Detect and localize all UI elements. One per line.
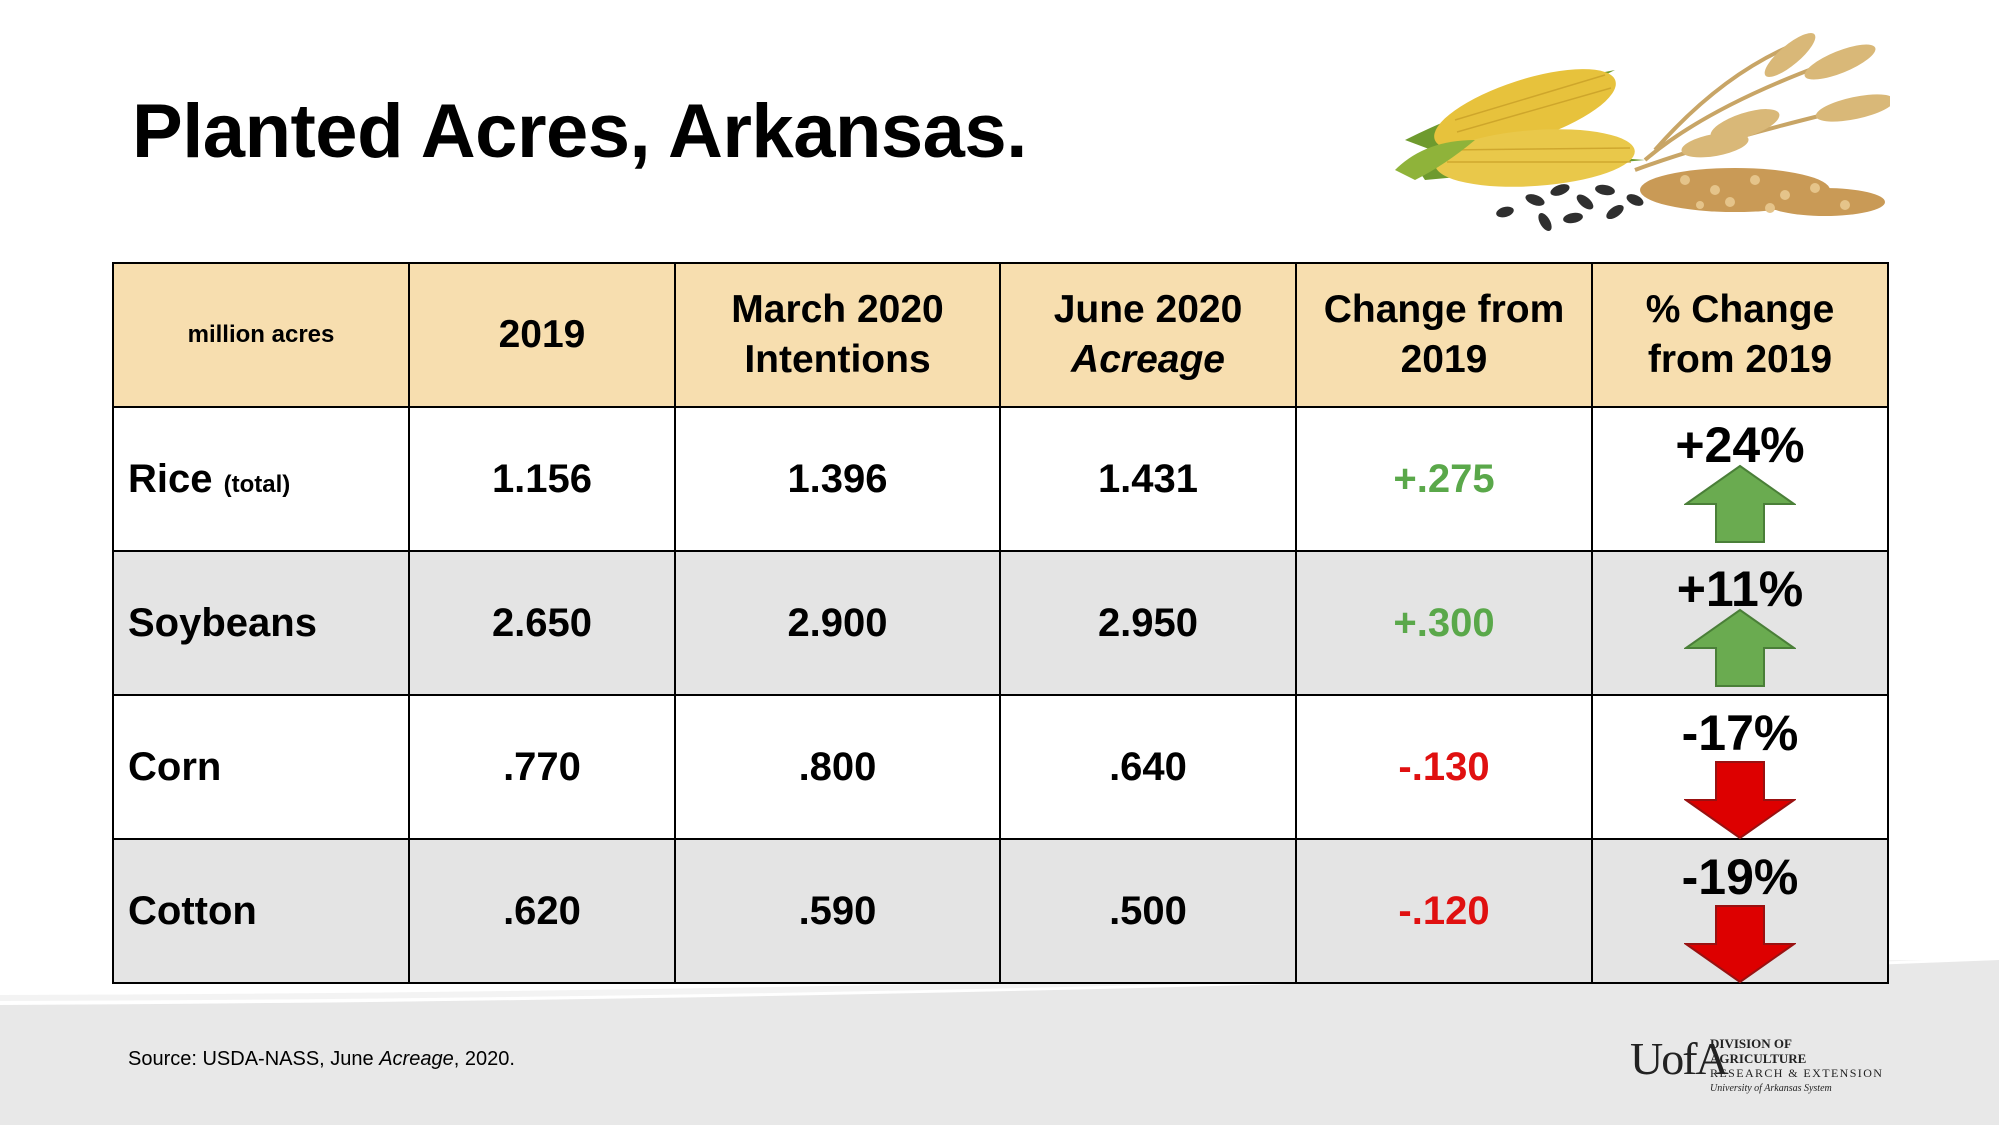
table-row: Corn .770 .800 .640 -.130 -17% (112, 694, 1889, 840)
pct-change-cell: -19% (1591, 838, 1889, 984)
value-2019: 2.650 (408, 550, 676, 696)
pct-change-value: +11% (1676, 561, 1804, 617)
arrow-up-icon (1684, 464, 1796, 543)
value-june-2020: .500 (999, 838, 1297, 984)
crop-name: Corn (128, 744, 222, 789)
crop-cell: Cotton (112, 838, 410, 984)
crop-name: Rice (128, 456, 213, 501)
source-italic: Acreage (379, 1048, 454, 1070)
grain-crops-image (1395, 33, 1890, 232)
crop-name: Cotton (128, 888, 257, 933)
logo-mark: UofA (1630, 1033, 1729, 1084)
column-header-june-2020: June 2020 Acreage (999, 262, 1297, 408)
arrow-down-icon (1684, 905, 1796, 984)
logo-line-1: DIVISION OF AGRICULTURE (1710, 1036, 1807, 1066)
value-march-2020: 2.900 (674, 550, 1001, 696)
column-header-line: March 2020 (731, 288, 944, 331)
source-note: Source: USDA-NASS, June Acreage, 2020. (128, 1048, 515, 1071)
unit-header: million acres (112, 262, 410, 408)
value-change: +.275 (1295, 406, 1593, 552)
crop-note: (total) (223, 470, 291, 498)
crop-cell: Rice (total) (112, 406, 410, 552)
column-header-line: % Change (1645, 288, 1835, 331)
logo-text: DIVISION OF AGRICULTURE RESEARCH & EXTEN… (1710, 1036, 1890, 1096)
value-june-2020: 1.431 (999, 406, 1297, 552)
pct-change-cell: +11% (1591, 550, 1889, 696)
pct-change-value: +24% (1675, 417, 1805, 473)
column-header-line: Change from (1323, 288, 1565, 331)
column-header-march-2020: March 2020 Intentions (674, 262, 1001, 408)
arrow-up-icon (1684, 608, 1796, 687)
value-change: +.300 (1295, 550, 1593, 696)
column-header-line: Intentions (744, 338, 931, 381)
uofa-logo: UofA DIVISION OF AGRICULTURE RESEARCH & … (1630, 1030, 1890, 1094)
value-2019: .620 (408, 838, 676, 984)
column-header-line: Acreage (1071, 338, 1225, 381)
planted-acres-table: million acres 2019 March 2020 Intentions… (112, 262, 1889, 984)
column-header-line: 2019 (1400, 338, 1488, 381)
column-header-change: Change from 2019 (1295, 262, 1593, 408)
arrow-down-icon (1684, 761, 1796, 840)
logo-line-3: University of Arkansas System (1710, 1083, 1832, 1094)
column-header-pct-change: % Change from 2019 (1591, 262, 1889, 408)
column-header-2019: 2019 (408, 262, 676, 408)
page-title: Planted Acres, Arkansas. (132, 89, 1027, 174)
pct-change-cell: -17% (1591, 694, 1889, 840)
value-march-2020: 1.396 (674, 406, 1001, 552)
table-row: Cotton .620 .590 .500 -.120 -19% (112, 838, 1889, 984)
crop-cell: Corn (112, 694, 410, 840)
pct-change-value: -19% (1681, 849, 1799, 905)
crop-cell: Soybeans (112, 550, 410, 696)
pct-change-cell: +24% (1591, 406, 1889, 552)
value-change: -.120 (1295, 838, 1593, 984)
logo-line-2: RESEARCH & EXTENSION (1710, 1066, 1884, 1080)
table-row: Soybeans 2.650 2.900 2.950 +.300 +11% (112, 550, 1889, 696)
value-2019: 1.156 (408, 406, 676, 552)
value-june-2020: .640 (999, 694, 1297, 840)
column-header-line: 2019 (498, 313, 586, 356)
crop-name: Soybeans (128, 600, 317, 645)
source-text-suffix: , 2020. (453, 1048, 515, 1070)
value-2019: .770 (408, 694, 676, 840)
value-june-2020: 2.950 (999, 550, 1297, 696)
pct-change-value: -17% (1681, 705, 1799, 761)
value-change: -.130 (1295, 694, 1593, 840)
column-header-line: from 2019 (1647, 338, 1833, 381)
value-march-2020: .590 (674, 838, 1001, 984)
table-header-row: million acres 2019 March 2020 Intentions… (112, 262, 1889, 408)
table-row: Rice (total) 1.156 1.396 1.431 +.275 +24… (112, 406, 1889, 552)
value-march-2020: .800 (674, 694, 1001, 840)
source-text: Source: USDA-NASS, June (128, 1048, 380, 1070)
column-header-line: June 2020 (1053, 288, 1243, 331)
